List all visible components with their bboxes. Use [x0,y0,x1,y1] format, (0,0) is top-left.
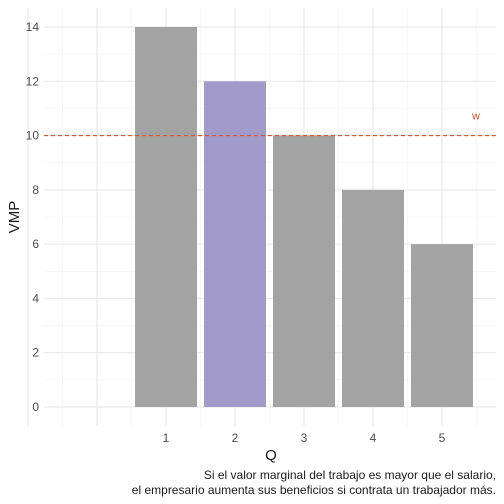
y-tick-label: 8 [32,183,39,197]
y-tick-label: 2 [32,346,39,360]
y-tick-label: 6 [32,237,39,251]
y-axis-title: VMP [6,201,23,234]
y-tick-label: 10 [26,129,40,143]
bars [135,27,473,408]
bar-1 [135,27,197,407]
x-tick-label: 3 [301,431,308,445]
x-tick-label: 4 [370,431,377,445]
bar-5 [411,244,473,407]
reference-line-label: w [471,111,480,123]
bar-3 [273,135,335,408]
x-tick-label: 1 [163,431,170,445]
caption-line-2: el empresario aumenta sus beneficios si … [131,483,496,497]
x-tick-label: 2 [232,431,239,445]
y-tick-label: 14 [26,20,40,34]
bar-2 [204,81,266,408]
y-tick-label: 12 [26,74,40,88]
y-tick-label: 0 [32,400,39,414]
x-axis-title: Q [265,447,277,464]
bar-4 [342,189,404,407]
y-tick-label: 4 [32,291,39,305]
caption-line-1: Si el valor marginal del trabajo es mayo… [203,468,496,482]
x-tick-label: 5 [439,431,446,445]
reference-line-group: w [44,111,496,137]
